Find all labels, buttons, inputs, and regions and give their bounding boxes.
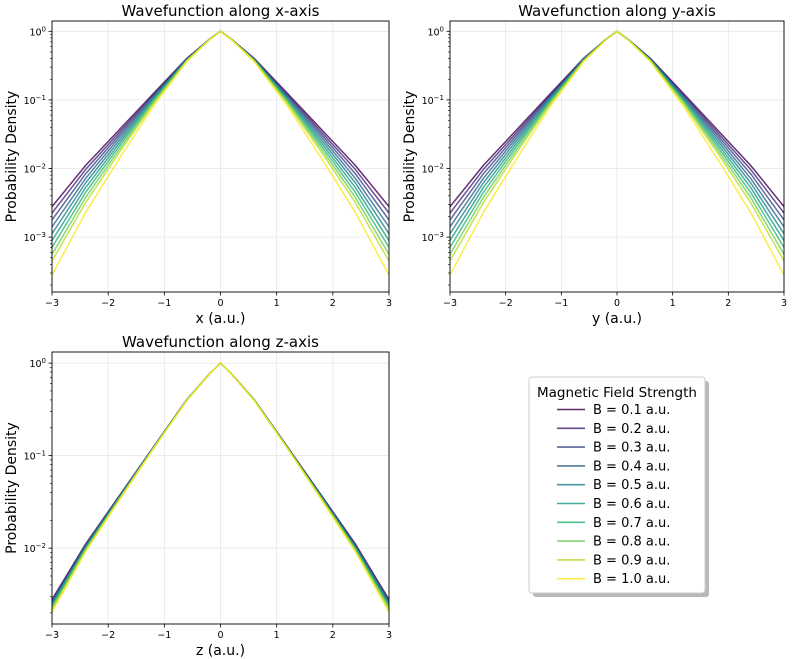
chart-panel-2: −3 −2 −1 0 1 2 3 10−3 10−2 10−1 100 Wavefunction al…	[402, 2, 787, 327]
x-tick-label: 2	[330, 298, 336, 309]
x-tick-label: 2	[330, 630, 336, 641]
legend-entry: B = 0.4 a.u.	[557, 459, 670, 474]
x-tick-label: 2	[725, 298, 731, 309]
legend-entry: B = 0.5 a.u.	[557, 478, 670, 493]
y-axis-label: Probability Density	[4, 91, 20, 223]
y-tick-label: 10−2	[422, 163, 444, 176]
series-group	[52, 30, 389, 276]
legend-entry: B = 0.1 a.u.	[557, 403, 670, 418]
x-tick-label: 1	[274, 298, 280, 309]
x-tick-label: 0	[614, 298, 620, 309]
legend-frame	[528, 376, 706, 594]
series-group	[450, 30, 784, 276]
x-tick-label: 0	[217, 630, 223, 641]
legend-entry: B = 0.2 a.u.	[557, 422, 670, 437]
series-group	[52, 362, 389, 613]
chart-panel-3: −3 −2 −1 0 1 2 3 10−2 10−1 100 Wavefunction along …	[4, 333, 392, 659]
x-tick-label: −2	[101, 298, 115, 309]
x-tick-label: −1	[554, 298, 568, 309]
x-tick-label: −2	[499, 298, 513, 309]
x-axis-label: z (a.u.)	[196, 643, 245, 659]
x-tick-label: −3	[45, 298, 59, 309]
y-tick-label: 10−2	[24, 163, 46, 176]
y-tick-label: 100	[29, 25, 46, 38]
x-tick-label: −2	[101, 630, 115, 641]
legend-label: B = 0.8 a.u.	[593, 535, 670, 550]
y-tick-label: 10−3	[24, 231, 46, 244]
legend-entry: B = 0.9 a.u.	[557, 553, 670, 568]
legend: Magnetic Field Strength B = 0.1 a.u. B = …	[528, 376, 709, 597]
legend-entry: B = 0.6 a.u.	[557, 497, 670, 512]
y-tick-label: 10−1	[24, 450, 46, 463]
x-tick-label: 1	[274, 630, 280, 641]
y-tick-label: 100	[29, 357, 46, 370]
x-tick-label: −3	[45, 630, 59, 641]
legend-label: B = 0.7 a.u.	[593, 516, 670, 531]
legend-label: B = 0.5 a.u.	[593, 478, 670, 493]
chart-panel-1: −3 −2 −1 0 1 2 3 10−3 10−2 10−1 100 Wavefunction al…	[4, 2, 392, 327]
x-axis-label: x (a.u.)	[195, 311, 245, 327]
chart-title: Wavefunction along z-axis	[122, 333, 319, 351]
y-axis-label: Probability Density	[4, 422, 20, 554]
y-tick-label: 10−2	[24, 542, 46, 555]
chart-title: Wavefunction along x-axis	[122, 2, 320, 20]
y-tick-label: 100	[427, 25, 444, 38]
series-line-10	[52, 30, 389, 276]
legend-label: B = 0.2 a.u.	[593, 422, 670, 437]
y-tick-label: 10−1	[422, 94, 444, 107]
legend-entry: B = 0.8 a.u.	[557, 535, 670, 550]
y-tick-label: 10−1	[24, 94, 46, 107]
legend-label: B = 1.0 a.u.	[593, 572, 670, 587]
legend-label: B = 0.1 a.u.	[593, 403, 670, 418]
y-axis-label: Probability Density	[402, 91, 418, 223]
legend-label: B = 0.6 a.u.	[593, 497, 670, 512]
series-line-10	[52, 362, 389, 613]
legend-label: B = 0.4 a.u.	[593, 459, 670, 474]
y-tick-label: 10−3	[422, 231, 444, 244]
series-line-10	[450, 30, 784, 276]
x-tick-label: 0	[217, 298, 223, 309]
x-axis-label: y (a.u.)	[592, 311, 642, 327]
x-tick-label: 3	[386, 630, 392, 641]
x-tick-label: −1	[157, 298, 171, 309]
x-tick-label: −3	[443, 298, 457, 309]
chart-title: Wavefunction along y-axis	[518, 2, 716, 20]
x-tick-label: −1	[157, 630, 171, 641]
legend-label: B = 0.3 a.u.	[593, 441, 670, 456]
x-tick-label: 1	[670, 298, 676, 309]
x-tick-label: 3	[781, 298, 787, 309]
legend-label: B = 0.9 a.u.	[593, 553, 670, 568]
legend-entry: B = 0.7 a.u.	[557, 516, 670, 531]
legend-entry: B = 1.0 a.u.	[557, 572, 670, 587]
legend-entry: B = 0.3 a.u.	[557, 441, 670, 456]
legend-title: Magnetic Field Strength	[537, 385, 697, 401]
x-tick-label: 3	[386, 298, 392, 309]
